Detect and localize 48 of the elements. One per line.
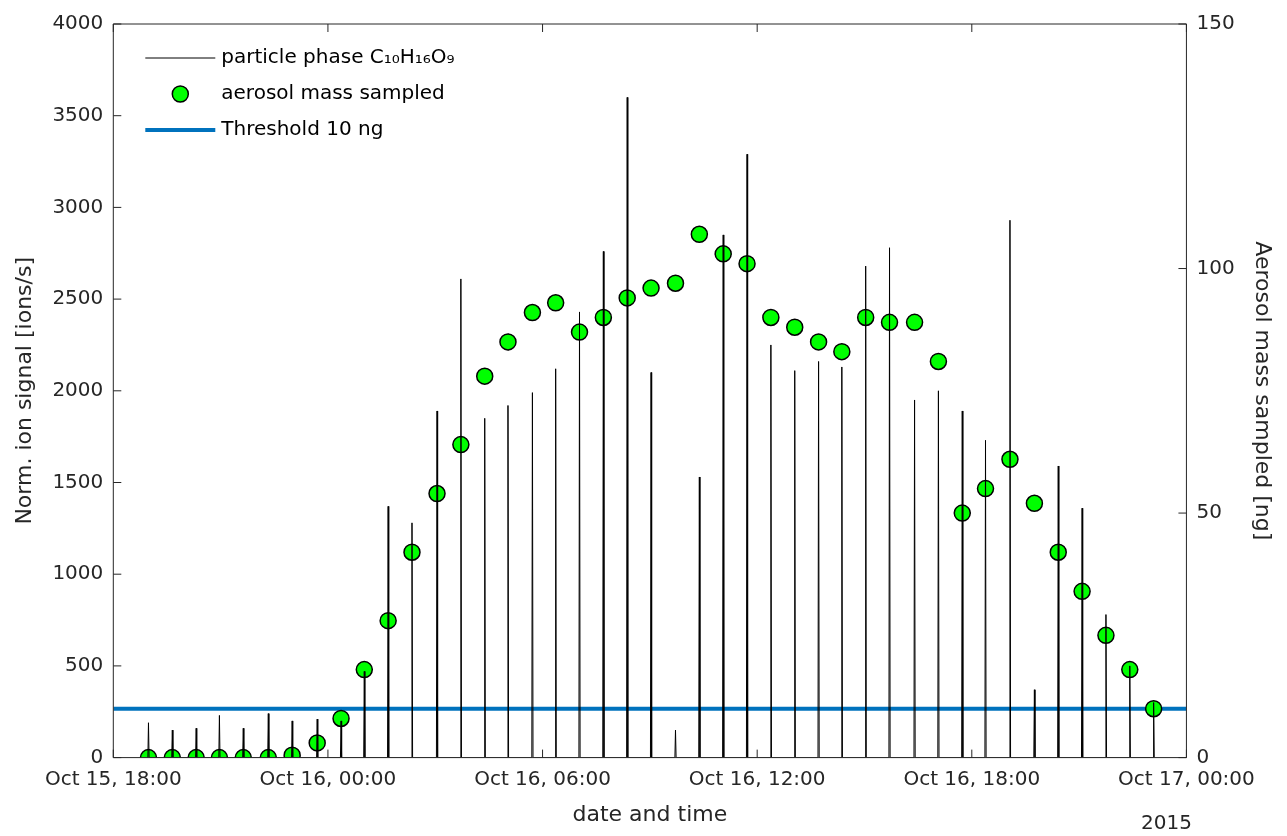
y-tick-label: 3000 (52, 193, 104, 218)
x-tick-label: Oct 16, 12:00 (688, 765, 826, 790)
y2-tick-label: 0 (1196, 743, 1210, 768)
point (1144, 699, 1163, 718)
point (929, 352, 948, 371)
y-axis-title: Norm. ion signal [ions/s] (10, 257, 36, 525)
x-axis-title: date and time (572, 800, 728, 826)
legend-label: aerosol mass sampled (221, 80, 445, 105)
point (856, 308, 875, 327)
y-tick-label: 4000 (52, 10, 104, 35)
y-tick-label: 1000 (52, 560, 104, 585)
point (666, 274, 685, 292)
point (690, 225, 709, 244)
y-tick-label: 2000 (52, 377, 104, 401)
point (570, 323, 589, 341)
x-tick-label: Oct 16, 00:00 (259, 765, 397, 790)
legend-label: Threshold 10 ng (220, 116, 384, 141)
y2-axis-title: Aerosol mass sampled [ng] (1251, 241, 1277, 541)
y2-tick-label: 150 (1196, 10, 1235, 35)
point (546, 294, 565, 312)
legend-label: particle phase C₁₀H₁₆O₉ (221, 44, 455, 69)
point (762, 308, 780, 327)
point (1121, 660, 1139, 679)
point (976, 479, 995, 498)
x-tick-label: Oct 16, 06:00 (474, 765, 611, 790)
y-tick-label: 1500 (52, 468, 104, 493)
point (785, 318, 804, 336)
text: 2015 (1140, 809, 1192, 834)
point (905, 313, 924, 332)
y-tick-label: 500 (65, 652, 104, 677)
y2-tick-label: 100 (1196, 254, 1235, 279)
point (523, 303, 542, 322)
y-tick-label: 0 (90, 743, 104, 768)
point (809, 333, 828, 351)
y-tick-label: 3500 (52, 101, 104, 126)
x-tick-label: Oct 17, 00:00 (1118, 765, 1255, 790)
x-tick-label: Oct 15, 18:00 (44, 765, 182, 790)
y2-tick-label: 50 (1196, 499, 1222, 524)
point (355, 660, 374, 679)
point (499, 333, 517, 351)
x-tick-label: Oct 16, 18:00 (903, 765, 1041, 790)
point (833, 342, 851, 361)
point (475, 367, 494, 385)
y-tick-label: 2500 (52, 285, 104, 310)
point (642, 279, 660, 297)
point (1025, 494, 1044, 513)
point (880, 313, 899, 332)
point (332, 709, 350, 728)
